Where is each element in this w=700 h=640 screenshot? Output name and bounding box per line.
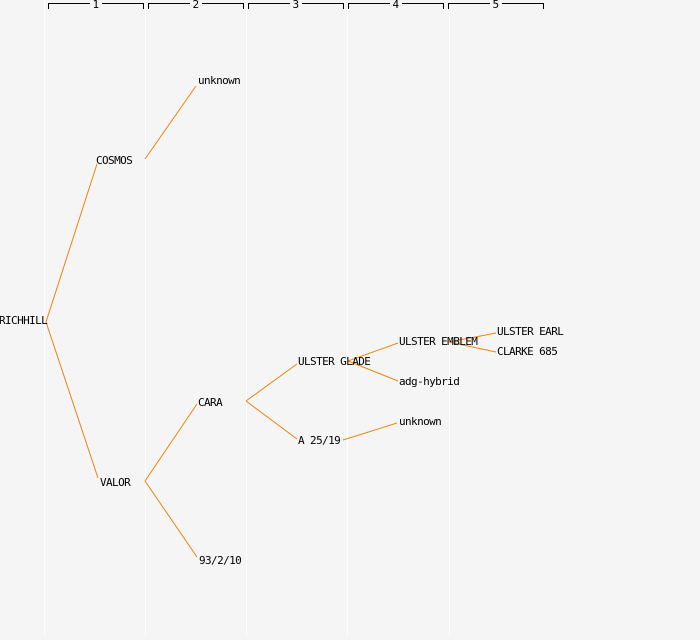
edge-ulster-emblem-clarke-685 — [448, 341, 497, 353]
generation-number-2: 2 — [189, 0, 202, 11]
node-cara[interactable]: CARA — [198, 396, 223, 409]
edge-cara-ulster-glade — [245, 363, 298, 402]
node-ulster-glade[interactable]: ULSTER GLADE — [298, 355, 371, 368]
node-richhill[interactable]: RICHHILL — [0, 314, 48, 327]
edge-ulster-glade-ulster-emblem — [347, 342, 399, 362]
node-ulster-earl[interactable]: ULSTER EARL — [497, 325, 564, 338]
edge-valor-cara — [144, 403, 198, 482]
node-ulster-emblem[interactable]: ULSTER EMBLEM — [399, 335, 478, 348]
edge-a-25-19-unknown-2 — [342, 422, 398, 441]
node-a-25-19[interactable]: A 25/19 — [298, 434, 341, 447]
edge-richhill-valor — [45, 321, 99, 479]
node-adg-hybrid[interactable]: adg-hybrid — [399, 375, 460, 388]
edge-cosmos-unknown-1 — [144, 85, 197, 160]
node-cosmos[interactable]: COSMOS — [96, 154, 133, 167]
generation-number-4: 4 — [389, 0, 402, 11]
node-93-2-10[interactable]: 93/2/10 — [199, 554, 242, 567]
node-unknown-2[interactable]: unknown — [399, 415, 442, 428]
generation-number-3: 3 — [289, 0, 302, 11]
node-valor[interactable]: VALOR — [100, 476, 131, 489]
edge-ulster-glade-adg-hybrid — [347, 360, 399, 382]
edge-richhill-cosmos — [45, 163, 98, 323]
edge-valor-93-2-10 — [144, 480, 198, 558]
node-unknown-1[interactable]: unknown — [198, 74, 241, 87]
edge-ulster-emblem-ulster-earl — [448, 332, 497, 343]
edge-cara-a-25-19 — [245, 400, 298, 440]
generation-number-1: 1 — [89, 0, 102, 11]
generation-number-5: 5 — [489, 0, 502, 11]
node-clarke-685[interactable]: CLARKE 685 — [497, 345, 558, 358]
